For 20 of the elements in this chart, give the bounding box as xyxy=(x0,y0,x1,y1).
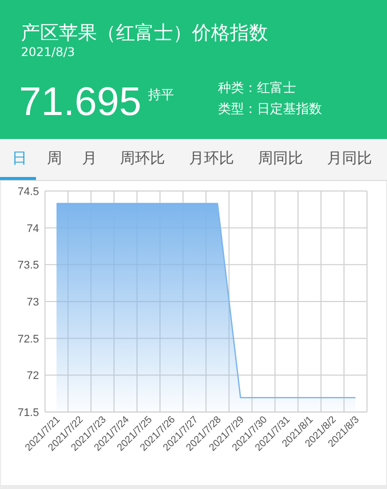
text: 持平 xyxy=(148,87,174,104)
text: 月同比 xyxy=(327,149,372,168)
y-tick-label: 72.5 xyxy=(18,333,39,346)
text: 月 xyxy=(82,149,97,168)
y-tick-label: 74.5 xyxy=(18,186,39,198)
text: 月环比 xyxy=(189,149,234,168)
text: 周环比 xyxy=(120,149,165,168)
y-tick-label: 73.5 xyxy=(18,260,39,272)
chart-subtitle: 2021/8/3 xyxy=(21,45,75,59)
text: 日 xyxy=(12,149,27,168)
chart-title: 产区苹果（红富士）价格指数 xyxy=(21,21,268,46)
y-tick-label: 73 xyxy=(26,296,39,308)
text: 周同比 xyxy=(258,149,303,168)
text: 种类：红富士 xyxy=(218,80,296,97)
y-tick-label: 74 xyxy=(26,222,39,235)
y-tick-label: 71.5 xyxy=(18,407,39,419)
y-tick-label: 72 xyxy=(26,370,39,382)
text: 类型：日定基指数 xyxy=(218,101,322,118)
text: 周 xyxy=(47,149,62,168)
text: 71.695 xyxy=(19,80,142,125)
